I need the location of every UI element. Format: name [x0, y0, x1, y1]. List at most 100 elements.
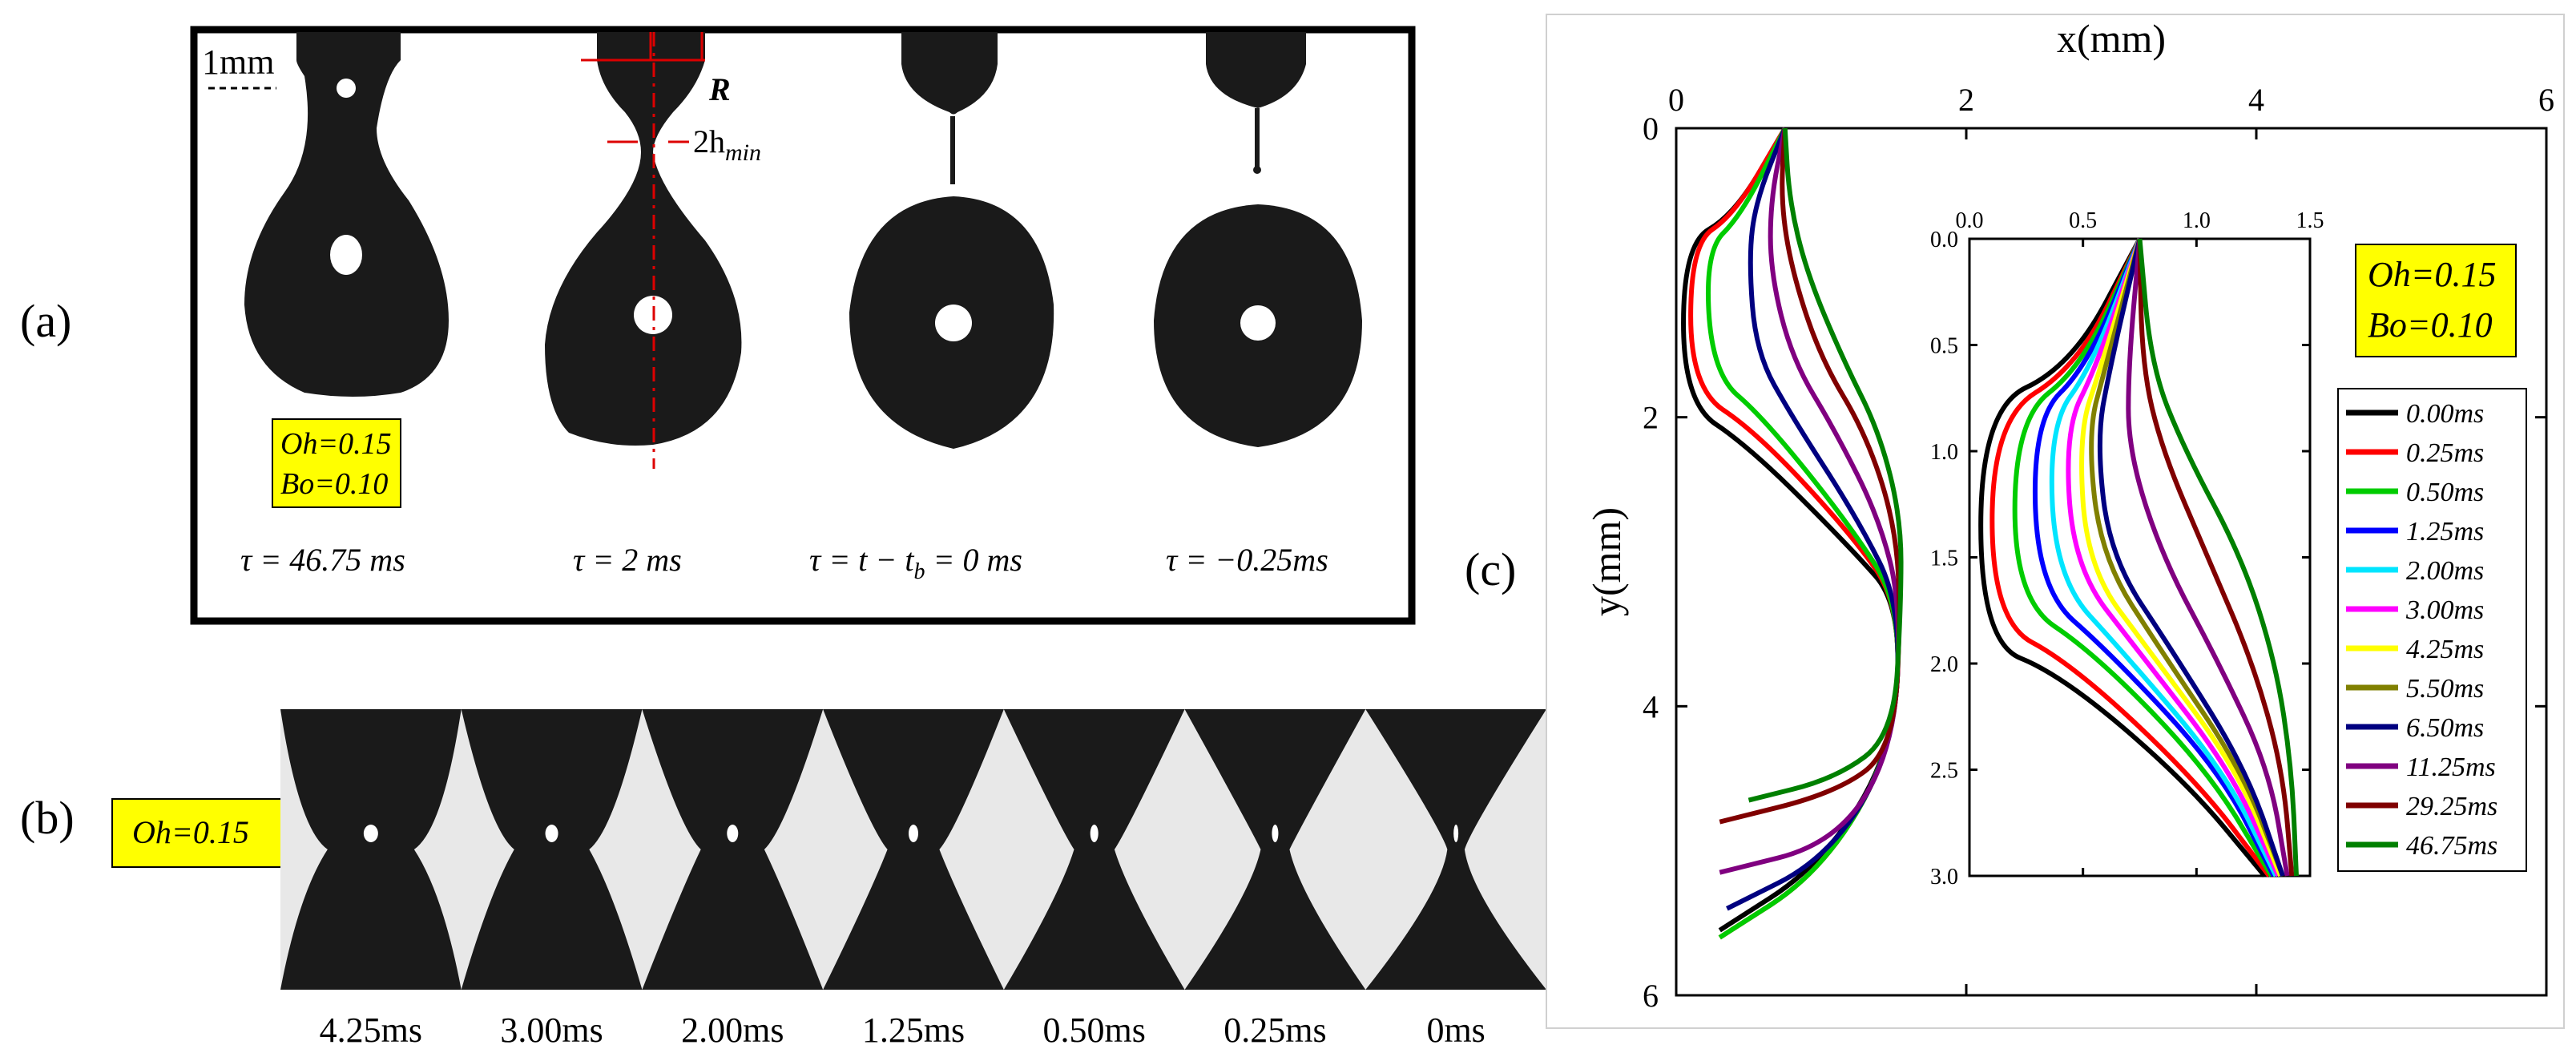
legend-item: 46.75ms — [2346, 831, 2497, 861]
x-tick-label: 4 — [2248, 82, 2264, 118]
series-line-11.25ms — [2126, 238, 2290, 877]
strip-frame-label: 4.25ms — [320, 1011, 422, 1050]
panel-c-frame — [1546, 14, 2565, 1029]
y-tick-label: 2 — [1643, 400, 1659, 436]
legend-label: 5.50ms — [2406, 674, 2484, 704]
strip-frame — [823, 709, 1004, 990]
r-label: R — [708, 71, 731, 107]
x-tick-label: 0.5 — [2069, 208, 2097, 233]
legend-item: 3.00ms — [2346, 595, 2484, 625]
x-tick-label: 0 — [1668, 82, 1684, 118]
panel-a-label: (a) — [20, 295, 71, 347]
y-tick-label: 0.5 — [1930, 333, 1958, 358]
panel-c-bo: Bo=0.10 — [2368, 305, 2493, 345]
x-tick-label: 6 — [2538, 82, 2554, 118]
series-line-46.75ms — [1748, 127, 1904, 803]
strip-frame — [1184, 709, 1366, 990]
legend-label: 1.25ms — [2406, 517, 2484, 547]
panel-b-param-box — [111, 798, 297, 868]
frame-label-3: τ = t − tb = 0 ms — [809, 542, 1022, 584]
strip-frame-label: 3.00ms — [500, 1011, 603, 1050]
panel-c-oh: Oh=0.15 — [2368, 255, 2496, 294]
legend-item: 1.25ms — [2346, 517, 2484, 547]
legend-label: 0.50ms — [2406, 478, 2484, 507]
drop-frame-1 — [244, 32, 449, 397]
y-tick-label: 0.0 — [1930, 228, 1958, 252]
y-tick-label: 4 — [1643, 688, 1659, 724]
legend-label: 3.00ms — [2405, 595, 2484, 625]
series-line-46.75ms — [2137, 238, 2299, 877]
x-axis-label: x(mm) — [2057, 16, 2166, 61]
legend-item: 2.00ms — [2346, 556, 2484, 586]
legend-label: 46.75ms — [2406, 831, 2497, 861]
drop-frame-3 — [849, 32, 1054, 449]
frame-label-4: τ = −0.25ms — [1166, 542, 1328, 578]
legend-item: 6.50ms — [2346, 713, 2484, 743]
legend-label: 0.00ms — [2406, 399, 2484, 429]
panel-c-label: (c) — [1465, 543, 1516, 595]
legend-label: 2.00ms — [2406, 556, 2484, 586]
panel-a-drops — [244, 32, 1362, 469]
y-tick-label: 1.0 — [1930, 440, 1958, 465]
y-tick-label: 2.0 — [1930, 652, 1958, 677]
panel-b-oh: Oh=0.15 — [132, 814, 249, 850]
panel-b-labels: 4.25ms 3.00ms 2.00ms 1.25ms 0.50ms 0.25ms 0ms — [320, 1011, 1486, 1050]
strip-frame — [280, 709, 462, 990]
legend-label: 4.25ms — [2406, 635, 2484, 664]
series-line-4.25ms — [2079, 238, 2283, 877]
y-tick-label: 6 — [1643, 978, 1659, 1014]
panel-c-param-box — [2355, 244, 2517, 357]
legend-item: 5.50ms — [2346, 674, 2484, 704]
legend-item: 0.25ms — [2346, 438, 2484, 468]
strip-frame — [1365, 709, 1546, 990]
legend-item: 4.25ms — [2346, 635, 2484, 664]
panel-a-param-box — [272, 418, 401, 508]
series-line-2.00ms — [2049, 237, 2279, 877]
legend-label: 0.25ms — [2406, 438, 2484, 468]
strip-frame-label: 0.50ms — [1043, 1011, 1146, 1050]
legend-item: 11.25ms — [2346, 752, 2496, 782]
panel-a-bo: Bo=0.10 — [280, 467, 388, 501]
strip-frame-label: 0.25ms — [1223, 1011, 1326, 1050]
series-line-6.50ms — [2097, 238, 2285, 877]
x-tick-label: 1.5 — [2296, 208, 2324, 233]
series-line-0.00ms — [1978, 237, 2267, 877]
strip-frame-label: 2.00ms — [681, 1011, 784, 1050]
legend-item: 29.25ms — [2346, 792, 2497, 821]
legend-label: 11.25ms — [2406, 752, 2496, 782]
legend-label: 6.50ms — [2406, 713, 2484, 743]
legend-item: 0.00ms — [2346, 399, 2484, 429]
strip-frame — [461, 709, 643, 990]
strip-frame-label: 0ms — [1426, 1011, 1485, 1050]
x-tick-label: 1.0 — [2183, 208, 2211, 233]
x-tick-label: 2 — [1958, 82, 1974, 118]
x-tick-label: 0.0 — [1956, 208, 1984, 233]
series-line-0.25ms — [1989, 237, 2272, 877]
inset-chart: 0.0 0.5 1.0 1.5 0.0 0.5 1.0 1.5 2.0 2.5 3.0 — [1930, 208, 2324, 890]
series-line-11.25ms — [1719, 127, 1901, 875]
legend-label: 29.25ms — [2406, 792, 2497, 821]
y-tick-label: 1.5 — [1930, 546, 1958, 571]
series-line-3.00ms — [2066, 238, 2281, 877]
y-tick-label: 3.0 — [1930, 865, 1958, 890]
panel-b-label: (b) — [20, 792, 75, 844]
y-axis-label: y(mm) — [1584, 507, 1629, 616]
chart-legend: 0.00ms 0.25ms 0.50ms 1.25ms 2.00ms 3.00ms 4.25… — [2337, 388, 2527, 872]
strip-frame — [642, 709, 824, 990]
drop-frame-4 — [1154, 32, 1362, 447]
series-line-0.50ms — [2012, 237, 2274, 877]
legend-box — [2337, 388, 2527, 872]
series-line-1.25ms — [2032, 237, 2276, 877]
y-tick-label: 2.5 — [1930, 758, 1958, 783]
strip-frame — [1003, 709, 1185, 990]
series-line-29.25ms — [2137, 238, 2295, 877]
series-line-29.25ms — [1719, 127, 1902, 825]
panel-a-oh: Oh=0.15 — [280, 427, 392, 461]
legend-item: 0.50ms — [2346, 478, 2484, 507]
y-tick-label: 0 — [1643, 111, 1659, 147]
frame-label-2: τ = 2 ms — [573, 542, 682, 578]
scale-label: 1mm — [202, 42, 274, 82]
panel-b-strip — [280, 709, 1546, 990]
frame-label-1: τ = 46.75 ms — [240, 542, 405, 578]
